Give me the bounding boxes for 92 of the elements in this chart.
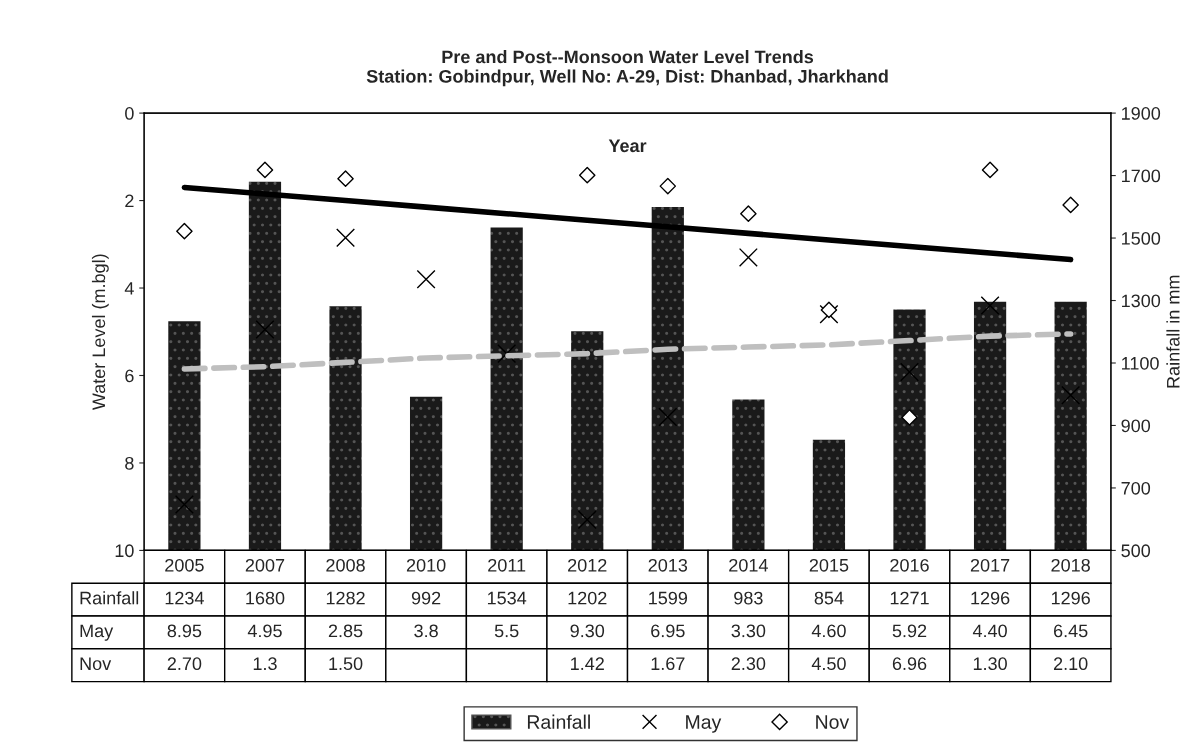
x-axis-title: Year xyxy=(608,139,647,153)
y-tick-label: 6 xyxy=(125,369,134,383)
y-tick-label: 8 xyxy=(125,456,134,470)
x-tick-label: 2007 xyxy=(245,558,285,572)
x-tick-label: 2011 xyxy=(488,558,526,572)
legend-label: May xyxy=(686,715,722,733)
point xyxy=(900,362,919,382)
point xyxy=(901,409,918,426)
data-label: 5.5 xyxy=(494,624,519,638)
x-tick-label: 2017 xyxy=(970,558,1010,572)
text: Nov xyxy=(80,657,112,671)
x-tick-label: 2008 xyxy=(326,558,365,572)
point xyxy=(740,205,757,222)
data-label: 1680 xyxy=(246,591,285,605)
data-label: 6.95 xyxy=(651,624,685,638)
data-label: 8.95 xyxy=(167,624,202,638)
data-label: 1599 xyxy=(649,591,688,605)
text: May xyxy=(80,624,114,641)
data-label: 2.85 xyxy=(328,624,363,638)
data-label: 4.40 xyxy=(972,624,1007,638)
data-label: 1282 xyxy=(326,591,365,605)
data-label: 9.30 xyxy=(570,624,605,638)
point xyxy=(337,170,354,188)
y2-tick-label: 1500 xyxy=(1122,231,1161,245)
data-label: 1271 xyxy=(890,591,929,605)
chart-title: Pre and Post--Monsoon Water Level Trends Station: Gobindpur, Well No: A-29, Dist: Dhanbad, Jharkhand xyxy=(366,50,888,87)
x-tick-label: 2018 xyxy=(1051,558,1090,572)
point xyxy=(1062,196,1079,214)
point xyxy=(819,304,839,324)
y-tick-label: 10 xyxy=(115,544,134,558)
data-label: 1234 xyxy=(165,591,204,605)
data-label: 854 xyxy=(814,591,844,605)
data-label: 1.50 xyxy=(329,657,363,671)
data-label: 1202 xyxy=(568,591,607,605)
data-label: 983 xyxy=(734,591,763,605)
point xyxy=(256,161,274,179)
data-label: 4.95 xyxy=(247,624,282,638)
data-label: 1296 xyxy=(971,591,1010,605)
x-tick-label: 2010 xyxy=(406,558,446,572)
data-label: 6.45 xyxy=(1053,624,1088,638)
point xyxy=(578,166,596,184)
x-tick-label: 2005 xyxy=(165,558,204,572)
y2-tick-label: 900 xyxy=(1121,419,1151,433)
point xyxy=(820,301,838,319)
point xyxy=(577,510,597,530)
x-tick-label: 2014 xyxy=(729,558,768,572)
point xyxy=(658,407,678,427)
point xyxy=(176,222,193,240)
y2-tick-label: 1700 xyxy=(1122,169,1161,183)
point xyxy=(416,269,436,289)
point xyxy=(981,161,999,179)
point xyxy=(659,177,677,195)
point xyxy=(1061,385,1081,405)
data-label: 1.42 xyxy=(571,657,604,670)
text: Rainfall xyxy=(80,591,139,605)
y2-tick-label: 700 xyxy=(1121,481,1151,495)
data-label: 4.60 xyxy=(811,624,846,638)
data-label: 2.10 xyxy=(1053,657,1088,671)
legend-label: Nov xyxy=(816,715,850,729)
point xyxy=(980,296,1000,315)
x-tick-label: 2015 xyxy=(809,558,849,572)
x-tick-label: 2016 xyxy=(890,558,929,572)
data-label: 6.96 xyxy=(892,657,927,671)
data-label: 1296 xyxy=(1051,591,1090,605)
data-label: 5.92 xyxy=(892,624,927,638)
y-axis-title: Water Level (m.bgl) xyxy=(91,254,109,411)
point xyxy=(738,247,758,267)
data-label: 2.30 xyxy=(731,657,766,671)
x-tick-label: 2012 xyxy=(568,558,607,572)
data-label: 1.30 xyxy=(973,657,1007,671)
point xyxy=(336,228,356,248)
y2-tick-label: 500 xyxy=(1121,544,1151,558)
point xyxy=(255,320,275,340)
legend-label: Rainfall xyxy=(527,714,590,729)
data-label: 2.70 xyxy=(167,657,202,671)
data-label: 992 xyxy=(411,591,441,605)
data-label: 3.30 xyxy=(731,624,766,638)
y2-tick-label: 1300 xyxy=(1122,294,1161,308)
data-label: 3.8 xyxy=(414,624,438,638)
y-tick-label: 2 xyxy=(125,194,134,208)
y-tick-label: 4 xyxy=(124,282,134,295)
y2-axis-title: Rainfall in mm xyxy=(1166,275,1180,388)
data-label: 1.3 xyxy=(253,657,277,671)
y-tick-label: 0 xyxy=(125,107,134,120)
point xyxy=(497,344,517,364)
point xyxy=(174,495,194,514)
data-label: 1534 xyxy=(487,591,527,605)
data-label: 4.50 xyxy=(811,657,846,671)
x-tick-label: 2013 xyxy=(648,558,688,572)
y2-tick-label: 1900 xyxy=(1122,107,1161,120)
data-label: 1.67 xyxy=(651,657,685,671)
y2-tick-label: 1100 xyxy=(1122,356,1159,370)
